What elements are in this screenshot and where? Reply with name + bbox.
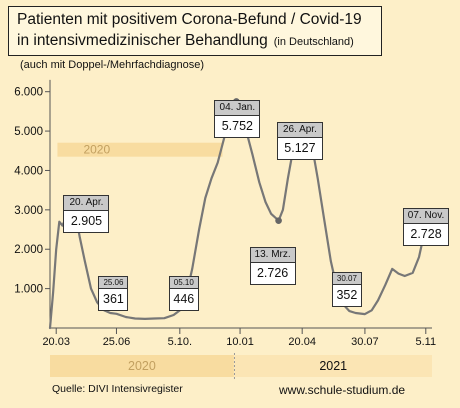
x-tick-label: 5.11 — [415, 336, 436, 348]
x-tick-label: 10.01 — [226, 336, 254, 348]
callout-box: 05.10 446 — [168, 276, 199, 311]
callout-date: 30.07 — [331, 272, 362, 285]
chart-subtitle: (auch mit Doppel-/Mehrfachdiagnose) — [20, 59, 205, 71]
y-tick-label: 3.000 — [14, 205, 43, 217]
callout-value: 2.726 — [249, 263, 296, 285]
callout-date: 07. Nov. — [403, 208, 450, 224]
callout-box: 25.06 361 — [98, 276, 129, 311]
year-band — [234, 355, 432, 377]
title-note: (in Deutschland) — [273, 36, 354, 48]
callout-date: 05.10 — [168, 276, 199, 289]
callout-box: 26. Apr. 5.127 — [276, 122, 323, 160]
callout-value: 446 — [168, 289, 199, 311]
y-tick-label: 4.000 — [14, 165, 43, 177]
callout-box: 30.07 352 — [331, 272, 362, 307]
callout-value: 5.752 — [214, 116, 261, 138]
callout-box: 07. Nov. 2.728 — [403, 208, 450, 246]
callout-value: 352 — [331, 285, 362, 307]
x-tick-label: 25.06 — [103, 336, 131, 348]
y-tick-label: 5.000 — [14, 126, 43, 138]
source-note: Quelle: DIVI Intensivregister — [52, 383, 183, 395]
callout-value: 5.127 — [276, 138, 323, 160]
chart-title-line1: Patienten mit positivem Corona-Befund / … — [17, 11, 362, 28]
callout-date: 20. Apr. — [63, 195, 110, 211]
data-point-marker — [275, 217, 282, 224]
callout-box: 20. Apr. 2.905 — [63, 195, 110, 233]
callout-date: 25.06 — [98, 276, 129, 289]
year-label: 2021 — [319, 359, 347, 373]
year-band — [50, 355, 234, 377]
chart-title-line2: in intensivmedizinischer Behandlung (in D… — [17, 32, 354, 50]
inset-year-label: 2020 — [83, 143, 110, 157]
y-tick-label: 1.000 — [14, 284, 43, 296]
callout-date: 26. Apr. — [276, 122, 323, 138]
callout-box: 04. Jan. 5.752 — [214, 100, 261, 138]
callout-date: 13. Mrz. — [249, 247, 296, 263]
title-box: Patienten mit positivem Corona-Befund / … — [8, 6, 382, 56]
y-tick-label: 6.000 — [14, 87, 43, 99]
year-label: 2020 — [128, 359, 156, 373]
chart-title-line2-text: in intensivmedizinischer Behandlung — [17, 32, 268, 49]
callout-value: 2.728 — [403, 224, 450, 246]
callout-value: 2.905 — [63, 211, 110, 233]
website-credit: www.schule-studium.de — [279, 383, 406, 397]
x-tick-label: 5.10. — [168, 336, 192, 348]
x-tick-label: 30.07 — [351, 336, 379, 348]
callout-value: 361 — [98, 289, 129, 311]
y-tick-label: 2.000 — [14, 244, 43, 256]
inset-year-band — [57, 142, 223, 157]
callout-date: 04. Jan. — [214, 100, 261, 116]
callout-box: 13. Mrz. 2.726 — [249, 247, 296, 285]
x-tick-label: 20.04 — [288, 336, 316, 348]
x-tick-label: 20.03 — [42, 336, 70, 348]
